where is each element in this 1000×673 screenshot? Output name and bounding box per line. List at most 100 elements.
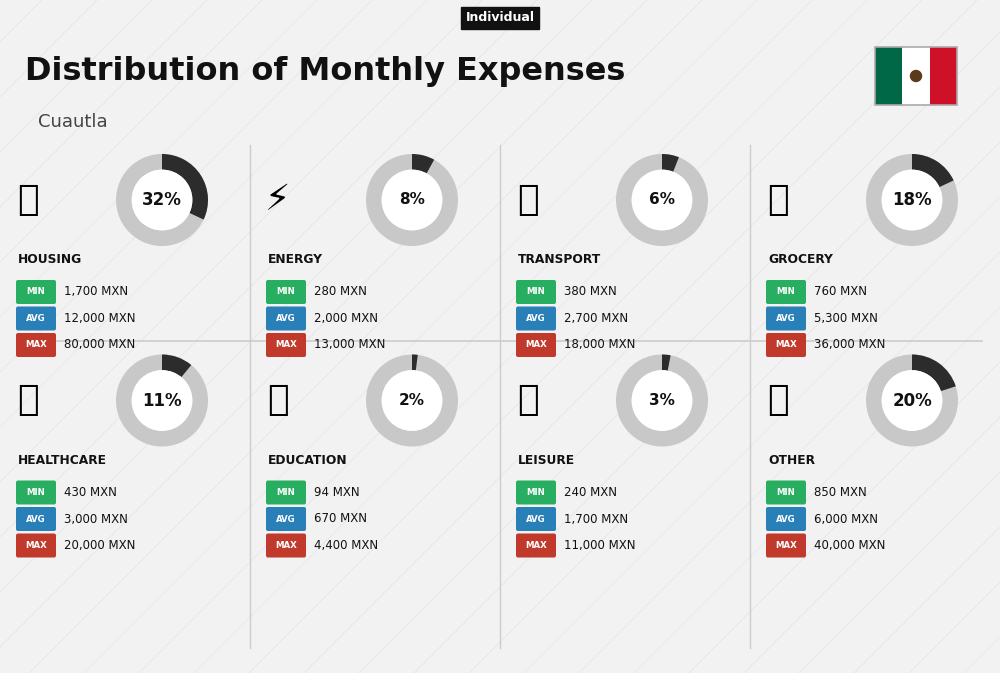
FancyBboxPatch shape xyxy=(16,507,56,531)
Text: 🫀: 🫀 xyxy=(17,384,39,417)
Wedge shape xyxy=(412,154,434,174)
Text: 6%: 6% xyxy=(649,192,675,207)
Text: MAX: MAX xyxy=(525,541,547,550)
Text: 2,000 MXN: 2,000 MXN xyxy=(314,312,378,325)
Text: AVG: AVG xyxy=(276,314,296,323)
FancyBboxPatch shape xyxy=(516,333,556,357)
Text: AVG: AVG xyxy=(26,514,46,524)
Text: 670 MXN: 670 MXN xyxy=(314,513,367,526)
Text: OTHER: OTHER xyxy=(768,454,815,467)
Text: MIN: MIN xyxy=(527,488,545,497)
Text: 20,000 MXN: 20,000 MXN xyxy=(64,539,135,552)
Text: 6,000 MXN: 6,000 MXN xyxy=(814,513,878,526)
Text: 3%: 3% xyxy=(649,393,675,408)
FancyBboxPatch shape xyxy=(16,280,56,304)
Circle shape xyxy=(132,370,192,431)
Wedge shape xyxy=(116,355,208,446)
Text: 3,000 MXN: 3,000 MXN xyxy=(64,513,128,526)
FancyBboxPatch shape xyxy=(266,481,306,505)
Text: 2%: 2% xyxy=(399,393,425,408)
Text: EDUCATION: EDUCATION xyxy=(268,454,348,467)
Text: AVG: AVG xyxy=(526,314,546,323)
Text: ⚡: ⚡ xyxy=(265,183,291,217)
FancyBboxPatch shape xyxy=(266,333,306,357)
Text: 8%: 8% xyxy=(399,192,425,207)
Text: 🎓: 🎓 xyxy=(267,384,289,417)
FancyBboxPatch shape xyxy=(266,306,306,330)
FancyBboxPatch shape xyxy=(16,306,56,330)
Text: MIN: MIN xyxy=(527,287,545,297)
Text: Cuautla: Cuautla xyxy=(38,113,108,131)
Text: AVG: AVG xyxy=(276,514,296,524)
Wedge shape xyxy=(912,355,956,391)
FancyBboxPatch shape xyxy=(266,534,306,557)
Text: GROCERY: GROCERY xyxy=(768,254,833,267)
Text: 11,000 MXN: 11,000 MXN xyxy=(564,539,636,552)
FancyBboxPatch shape xyxy=(16,333,56,357)
Text: 20%: 20% xyxy=(892,392,932,409)
FancyBboxPatch shape xyxy=(766,333,806,357)
FancyBboxPatch shape xyxy=(516,306,556,330)
Text: 🏢: 🏢 xyxy=(17,183,39,217)
FancyBboxPatch shape xyxy=(516,507,556,531)
FancyBboxPatch shape xyxy=(902,47,930,105)
Text: MAX: MAX xyxy=(25,541,47,550)
Text: HEALTHCARE: HEALTHCARE xyxy=(18,454,107,467)
Wedge shape xyxy=(162,355,191,377)
Text: AVG: AVG xyxy=(776,514,796,524)
FancyBboxPatch shape xyxy=(16,481,56,505)
Text: 280 MXN: 280 MXN xyxy=(314,285,367,299)
Text: AVG: AVG xyxy=(526,514,546,524)
Wedge shape xyxy=(662,154,679,172)
FancyBboxPatch shape xyxy=(516,481,556,505)
Text: MAX: MAX xyxy=(525,341,547,349)
Text: 2,700 MXN: 2,700 MXN xyxy=(564,312,628,325)
Circle shape xyxy=(882,370,942,431)
Wedge shape xyxy=(616,355,708,446)
Wedge shape xyxy=(366,355,458,446)
Wedge shape xyxy=(662,355,671,371)
Text: MIN: MIN xyxy=(27,488,45,497)
Text: HOUSING: HOUSING xyxy=(18,254,82,267)
Text: TRANSPORT: TRANSPORT xyxy=(518,254,601,267)
Text: 94 MXN: 94 MXN xyxy=(314,486,360,499)
Text: 80,000 MXN: 80,000 MXN xyxy=(64,339,135,351)
Text: 240 MXN: 240 MXN xyxy=(564,486,617,499)
Text: MIN: MIN xyxy=(777,287,795,297)
Circle shape xyxy=(882,170,942,230)
Wedge shape xyxy=(366,154,458,246)
Text: ENERGY: ENERGY xyxy=(268,254,323,267)
Text: 40,000 MXN: 40,000 MXN xyxy=(814,539,885,552)
Text: 🚌: 🚌 xyxy=(517,183,539,217)
Text: 5,300 MXN: 5,300 MXN xyxy=(814,312,878,325)
Text: 430 MXN: 430 MXN xyxy=(64,486,117,499)
Wedge shape xyxy=(616,154,708,246)
Text: MAX: MAX xyxy=(275,341,297,349)
FancyBboxPatch shape xyxy=(266,507,306,531)
Wedge shape xyxy=(912,154,954,187)
Circle shape xyxy=(132,170,192,230)
Text: MIN: MIN xyxy=(777,488,795,497)
Circle shape xyxy=(632,370,692,431)
Text: MAX: MAX xyxy=(775,341,797,349)
Text: MAX: MAX xyxy=(275,541,297,550)
Text: MAX: MAX xyxy=(775,541,797,550)
Text: 🛍: 🛍 xyxy=(517,384,539,417)
Wedge shape xyxy=(866,355,958,446)
FancyBboxPatch shape xyxy=(875,47,902,105)
Circle shape xyxy=(632,170,692,230)
Text: 18,000 MXN: 18,000 MXN xyxy=(564,339,635,351)
Text: 32%: 32% xyxy=(142,191,182,209)
Wedge shape xyxy=(116,154,208,246)
Text: MAX: MAX xyxy=(25,341,47,349)
FancyBboxPatch shape xyxy=(516,534,556,557)
Text: MIN: MIN xyxy=(277,287,295,297)
FancyBboxPatch shape xyxy=(766,481,806,505)
Text: AVG: AVG xyxy=(26,314,46,323)
Text: 🛒: 🛒 xyxy=(767,183,789,217)
Text: LEISURE: LEISURE xyxy=(518,454,575,467)
FancyBboxPatch shape xyxy=(766,306,806,330)
FancyBboxPatch shape xyxy=(930,47,957,105)
Wedge shape xyxy=(162,154,208,219)
Text: Distribution of Monthly Expenses: Distribution of Monthly Expenses xyxy=(25,57,625,87)
